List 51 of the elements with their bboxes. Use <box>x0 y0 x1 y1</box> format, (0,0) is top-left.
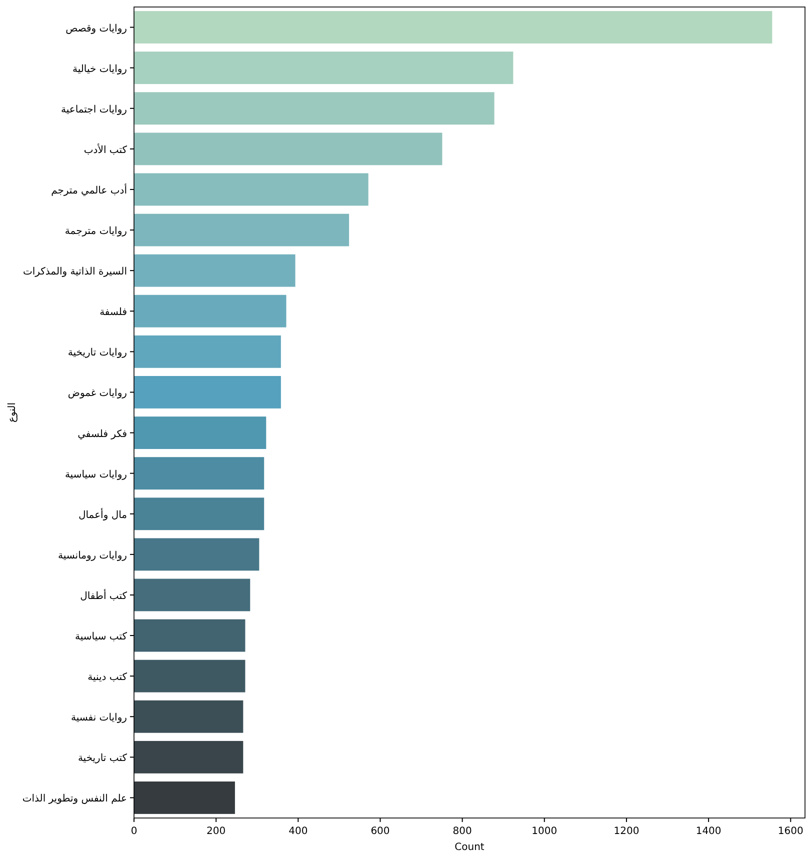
y-axis-title: النوع <box>7 402 18 422</box>
bar <box>134 173 368 206</box>
y-tick-label: روايات رومانسية <box>58 550 128 562</box>
x-tick-label: 1400 <box>696 826 722 837</box>
x-tick-label: 200 <box>206 826 226 837</box>
y-tick-label: أدب عالمي مترجم <box>51 183 128 196</box>
y-tick-label: روايات خيالية <box>72 64 128 75</box>
bar <box>134 11 772 44</box>
y-tick-label: مال وأعمال <box>78 508 127 521</box>
y-tick-label: روايات وقصص <box>66 23 128 34</box>
bar <box>134 376 281 408</box>
bar <box>134 782 235 814</box>
y-tick-label: علم النفس وتطوير الذات <box>22 794 127 805</box>
bar <box>134 132 442 166</box>
bar <box>134 214 350 246</box>
bar <box>134 92 494 125</box>
bar <box>134 498 264 530</box>
bar <box>134 578 250 612</box>
bar <box>134 254 296 287</box>
x-axis-title: Count <box>454 842 484 853</box>
y-tick-label: كتب دينية <box>88 672 128 684</box>
y-tick-label: كتب تاريخية <box>78 753 128 764</box>
x-tick-label: 1600 <box>778 826 804 837</box>
bar <box>134 660 246 692</box>
y-tick-label: روايات سياسية <box>64 469 128 480</box>
y-tick-label: فكر فلسفي <box>78 428 128 440</box>
x-tick-label: 400 <box>288 826 308 837</box>
bar <box>134 538 260 571</box>
y-tick-label: روايات مترجمة <box>64 226 128 238</box>
y-tick-label: روايات تاريخية <box>68 348 128 359</box>
y-tick-label: كتب الأدب <box>84 142 128 156</box>
x-tick-label: 0 <box>130 826 138 837</box>
x-tick-label: 800 <box>452 826 472 837</box>
y-tick-label: روايات غموض <box>68 388 128 400</box>
x-tick-label: 1000 <box>532 826 558 837</box>
x-tick-label: 600 <box>370 826 390 837</box>
bar <box>134 52 514 84</box>
y-tick-label: روايات نفسية <box>70 712 128 724</box>
bar <box>134 416 266 449</box>
bar <box>134 700 244 733</box>
bar <box>134 457 264 490</box>
bar <box>134 294 286 328</box>
y-tick-label: السيرة الذاتية والمذكرات <box>22 266 127 278</box>
y-tick-label: روايات اجتماعية <box>60 104 128 116</box>
x-tick-label: 1200 <box>614 826 640 837</box>
y-tick-label: كتب أطفال <box>80 588 128 602</box>
bar <box>134 619 246 652</box>
bar <box>134 740 244 774</box>
y-tick-label: فلسفة <box>100 307 128 318</box>
y-tick-label: كتب سياسية <box>75 632 128 643</box>
bar <box>134 335 281 368</box>
